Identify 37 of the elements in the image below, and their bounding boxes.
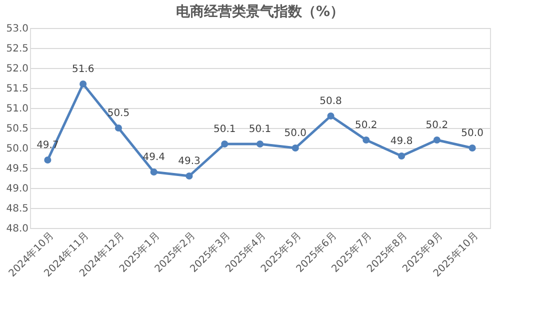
text: 50.1 <box>213 124 236 135</box>
text: 50.1 <box>248 124 272 135</box>
text: 50.0 <box>461 128 484 139</box>
text: 49.3 <box>178 156 200 167</box>
y-tick-label: 51.5 <box>6 84 28 94</box>
text: 49.8 <box>390 136 413 147</box>
point <box>433 136 440 144</box>
point <box>398 152 406 160</box>
y-tick-label: 48.0 <box>6 224 28 234</box>
point <box>44 156 52 164</box>
point <box>256 140 264 148</box>
point <box>362 136 370 144</box>
text: 50.2 <box>355 120 378 131</box>
point <box>221 140 228 148</box>
point <box>114 124 122 132</box>
point <box>292 144 299 152</box>
point <box>327 112 334 120</box>
point <box>468 144 476 152</box>
y-tick-label: 51.0 <box>6 104 28 114</box>
point <box>186 172 193 180</box>
y-tick-label: 50.5 <box>6 124 28 134</box>
y-tick-label: 48.5 <box>6 204 28 214</box>
text: 50.8 <box>320 96 342 107</box>
y-tick-label: 49.0 <box>6 184 28 194</box>
text: 50.5 <box>107 108 130 119</box>
text: 50.0 <box>284 128 307 139</box>
chart-title: 电商经营类景气指数（%） <box>176 3 344 20</box>
y-tick-label: 50.0 <box>6 144 28 154</box>
y-tick-label: 52.0 <box>6 64 28 74</box>
text: 51.6 <box>72 64 94 75</box>
y-tick-label: 52.5 <box>6 44 28 54</box>
point <box>150 168 158 176</box>
y-tick-label: 49.5 <box>6 164 28 174</box>
point <box>80 80 87 88</box>
y-tick-label: 53.0 <box>6 24 28 34</box>
text: 50.2 <box>426 120 448 131</box>
text: 49.4 <box>142 152 165 163</box>
